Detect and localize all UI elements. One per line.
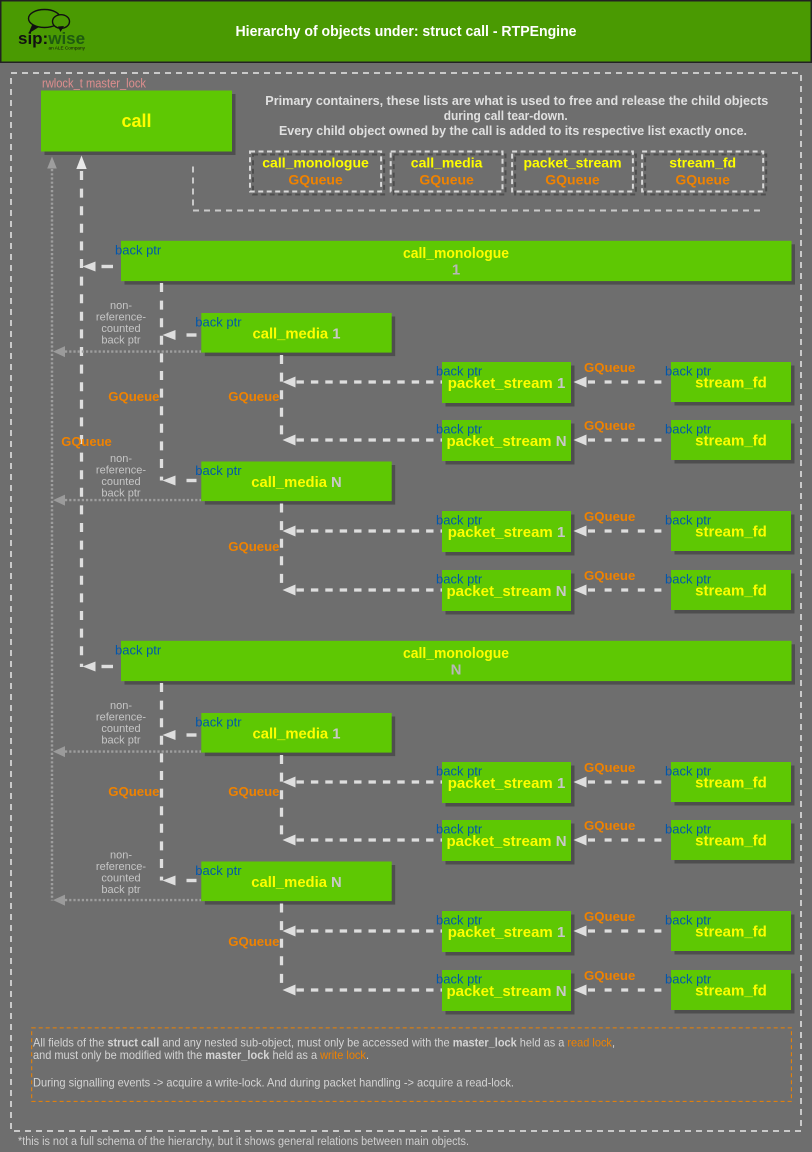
svg-text:stream_fd: stream_fd (695, 375, 767, 392)
svg-text:reference-: reference- (96, 712, 146, 724)
svg-text:back ptr: back ptr (195, 715, 242, 730)
svg-text:stream_fd: stream_fd (695, 583, 767, 600)
svg-text:back ptr: back ptr (101, 735, 140, 747)
svg-text:packet_stream N: packet_stream N (446, 433, 566, 450)
svg-text:All fields of the struct call: All fields of the struct call and any ne… (33, 1036, 615, 1050)
svg-text:GQueue: GQueue (584, 418, 635, 433)
svg-text:call_media N: call_media N (251, 475, 341, 491)
svg-text:back ptr: back ptr (436, 513, 483, 528)
svg-text:counted: counted (101, 476, 140, 488)
svg-text:GQueue: GQueue (228, 389, 279, 404)
svg-text:GQueue: GQueue (61, 434, 112, 449)
svg-text:Primary containers, these list: Primary containers, these lists are what… (265, 93, 768, 108)
svg-text:stream_fd: stream_fd (695, 775, 767, 792)
svg-text:GQueue: GQueue (288, 172, 343, 188)
svg-text:non-: non- (110, 700, 132, 712)
svg-text:GQueue: GQueue (108, 389, 159, 404)
svg-text:GQueue: GQueue (584, 818, 635, 833)
svg-text:GQueue: GQueue (584, 568, 635, 583)
svg-text:back ptr: back ptr (665, 364, 712, 379)
svg-text:packet_stream N: packet_stream N (446, 833, 566, 850)
svg-text:back ptr: back ptr (665, 822, 712, 837)
svg-text:packet_stream: packet_stream (523, 155, 621, 171)
svg-text:GQueue: GQueue (419, 172, 474, 188)
svg-text:back ptr: back ptr (195, 315, 242, 330)
svg-text:call_media: call_media (411, 155, 483, 171)
svg-text:back ptr: back ptr (195, 463, 242, 478)
svg-text:packet_stream 1: packet_stream 1 (448, 775, 566, 792)
svg-text:counted: counted (101, 873, 140, 885)
svg-text:GQueue: GQueue (584, 760, 635, 775)
svg-text:during call tear-down.: during call tear-down. (444, 108, 568, 123)
svg-text:call_media N: call_media N (251, 875, 341, 891)
svg-text:GQueue: GQueue (228, 784, 279, 799)
svg-text:back ptr: back ptr (436, 572, 483, 587)
svg-text:reference-: reference- (96, 465, 146, 477)
svg-text:sip:wise: sip:wise (18, 29, 85, 48)
svg-text:back ptr: back ptr (101, 488, 140, 500)
svg-text:back ptr: back ptr (665, 972, 712, 987)
svg-text:GQueue: GQueue (228, 539, 279, 554)
svg-text:back ptr: back ptr (115, 242, 162, 257)
svg-text:reference-: reference- (96, 861, 146, 873)
svg-text:back ptr: back ptr (115, 642, 162, 657)
svg-text:back ptr: back ptr (665, 913, 712, 928)
svg-text:packet_stream 1: packet_stream 1 (448, 524, 566, 541)
svg-text:packet_stream N: packet_stream N (446, 983, 566, 1000)
svg-text:back ptr: back ptr (665, 764, 712, 779)
svg-text:back ptr: back ptr (101, 884, 140, 896)
svg-text:back ptr: back ptr (436, 764, 483, 779)
svg-text:stream_fd: stream_fd (695, 433, 767, 450)
svg-text:packet_stream 1: packet_stream 1 (448, 375, 566, 392)
svg-text:GQueue: GQueue (584, 909, 635, 924)
svg-text:N: N (451, 662, 462, 679)
svg-text:reference-: reference- (96, 312, 146, 324)
svg-text:non-: non- (110, 453, 132, 465)
svg-text:Hierarchy of objects under: st: Hierarchy of objects under: struct call … (236, 23, 577, 40)
svg-text:GQueue: GQueue (675, 172, 730, 188)
svg-text:packet_stream N: packet_stream N (446, 583, 566, 600)
svg-text:call_media 1: call_media 1 (252, 726, 340, 742)
svg-text:non-: non- (110, 850, 132, 862)
svg-text:back ptr: back ptr (436, 972, 483, 987)
svg-text:rwlock_t master_lock: rwlock_t master_lock (42, 77, 147, 91)
svg-text:call_monologue: call_monologue (403, 245, 509, 262)
svg-text:non-: non- (110, 300, 132, 312)
svg-text:and must only be modified with: and must only be modified with the maste… (33, 1048, 369, 1062)
svg-text:call_monologue: call_monologue (403, 645, 509, 662)
svg-text:call: call (121, 111, 151, 131)
svg-text:GQueue: GQueue (584, 360, 635, 375)
svg-text:back ptr: back ptr (436, 822, 483, 837)
svg-text:back ptr: back ptr (436, 422, 483, 437)
svg-text:GQueue: GQueue (545, 172, 600, 188)
svg-text:*this is not a full schema of: *this is not a full schema of the hierar… (18, 1136, 469, 1148)
svg-text:counted: counted (101, 723, 140, 735)
svg-text:an ALE Company: an ALE Company (49, 46, 86, 51)
svg-text:back ptr: back ptr (665, 572, 712, 587)
svg-text:back ptr: back ptr (101, 335, 140, 347)
svg-text:call_media 1: call_media 1 (252, 326, 340, 342)
svg-text:GQueue: GQueue (108, 784, 159, 799)
svg-text:stream_fd: stream_fd (695, 983, 767, 1000)
svg-text:back ptr: back ptr (665, 513, 712, 528)
svg-text:GQueue: GQueue (584, 968, 635, 983)
svg-text:back ptr: back ptr (436, 364, 483, 379)
svg-text:back ptr: back ptr (436, 913, 483, 928)
svg-text:call_monologue: call_monologue (262, 155, 369, 171)
svg-text:During signalling events -> ac: During signalling events -> acquire a wr… (33, 1076, 514, 1090)
svg-text:packet_stream 1: packet_stream 1 (448, 924, 566, 941)
svg-text:counted: counted (101, 323, 140, 335)
svg-text:back ptr: back ptr (665, 422, 712, 437)
svg-text:stream_fd: stream_fd (695, 924, 767, 941)
svg-text:GQueue: GQueue (228, 934, 279, 949)
svg-text:stream_fd: stream_fd (669, 155, 736, 171)
svg-text:GQueue: GQueue (584, 509, 635, 524)
svg-text:Every child object owned by th: Every child object owned by the call is … (279, 123, 747, 138)
svg-text:back ptr: back ptr (195, 863, 242, 878)
svg-text:1: 1 (452, 262, 460, 279)
svg-text:stream_fd: stream_fd (695, 833, 767, 850)
svg-text:stream_fd: stream_fd (695, 524, 767, 541)
